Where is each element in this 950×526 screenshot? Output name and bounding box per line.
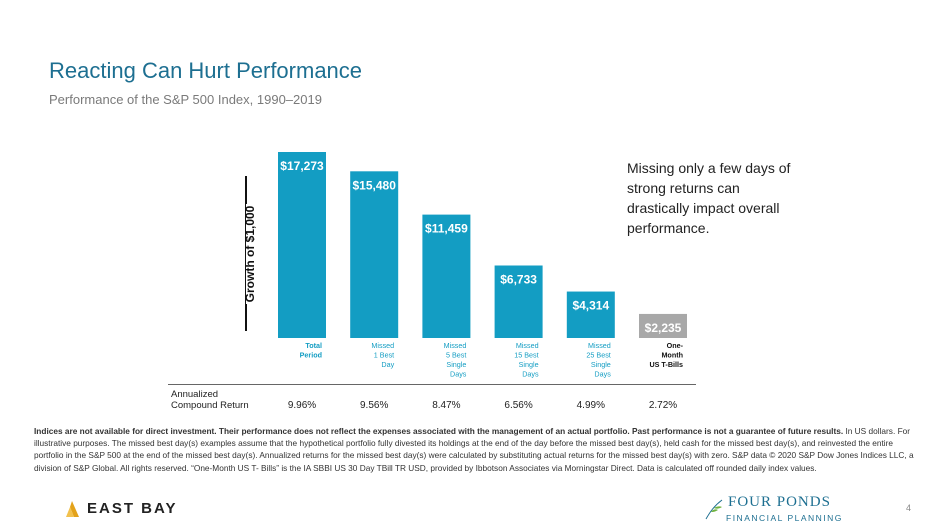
east-bay-logo-text: EAST BAY bbox=[87, 500, 178, 517]
category-label: Days bbox=[522, 370, 539, 379]
bar bbox=[494, 265, 543, 338]
bar-value-label: $17,273 bbox=[280, 159, 324, 173]
annualized-value: 2.72% bbox=[648, 400, 678, 411]
page-number: 4 bbox=[906, 503, 912, 513]
category-label: Missed bbox=[516, 341, 539, 350]
divider-line bbox=[168, 384, 696, 385]
category-label: Single bbox=[446, 360, 466, 369]
category-label: 15 Best bbox=[514, 351, 538, 360]
category-label: 5 Best bbox=[446, 351, 466, 360]
page-subtitle: Performance of the S&P 500 Index, 1990–2… bbox=[49, 92, 322, 107]
bar bbox=[278, 152, 326, 338]
leaf-icon bbox=[705, 499, 723, 520]
category-label: Days bbox=[594, 370, 611, 379]
bar-value-label: $2,235 bbox=[645, 321, 682, 335]
bar-value-label: $4,314 bbox=[572, 299, 609, 313]
bar-value-label: $11,459 bbox=[425, 222, 468, 236]
category-label: One- bbox=[667, 341, 684, 350]
category-label: US T-Bills bbox=[649, 360, 683, 369]
disclaimer-text: In US dollars. For illustrative purposes… bbox=[34, 426, 914, 473]
four-ponds-name: FOUR PONDS bbox=[728, 494, 831, 510]
annualized-return-label: Annualized Compound Return bbox=[171, 389, 249, 411]
category-label: Single bbox=[519, 360, 539, 369]
annualized-value: 4.99% bbox=[576, 400, 605, 411]
bar-value-label: $15,480 bbox=[353, 178, 397, 192]
category-label: Single bbox=[591, 360, 611, 369]
category-label: Day bbox=[381, 360, 394, 369]
page-title: Reacting Can Hurt Performance bbox=[49, 58, 363, 83]
category-label: 25 Best bbox=[586, 351, 610, 360]
east-bay-mark-icon bbox=[66, 500, 79, 517]
bar bbox=[422, 214, 471, 338]
bar-value-label: $6,733 bbox=[500, 272, 537, 286]
y-axis-label-bg bbox=[246, 204, 260, 304]
bar bbox=[639, 313, 687, 338]
category-label: Total bbox=[305, 341, 322, 350]
category-label: Days bbox=[450, 370, 467, 379]
annualized-value: 9.56% bbox=[360, 400, 389, 411]
y-axis-label: Growth of $1,000 bbox=[243, 205, 257, 302]
disclaimer-bold: Indices are not available for direct inv… bbox=[34, 426, 844, 436]
four-ponds-sub: FINANCIAL PLANNING bbox=[726, 513, 843, 523]
east-bay-logo: EAST BAY bbox=[66, 500, 177, 517]
bar bbox=[350, 171, 399, 338]
category-label: Missed bbox=[444, 341, 467, 350]
callout-text: Missing only a few days of strong return… bbox=[627, 160, 791, 236]
annualized-value: 6.56% bbox=[504, 400, 533, 411]
bar bbox=[566, 291, 615, 338]
category-label: Period bbox=[300, 351, 322, 360]
disclaimer: Indices are not available for direct inv… bbox=[34, 425, 914, 474]
annualized-value: 9.96% bbox=[287, 400, 317, 411]
four-ponds-logo: FOUR PONDS FINANCIAL PLANNING bbox=[704, 494, 854, 523]
category-label: 1 Best bbox=[374, 351, 394, 360]
annualized-value: 8.47% bbox=[432, 400, 461, 411]
category-label: Month bbox=[661, 351, 683, 360]
category-label: Missed bbox=[588, 341, 611, 350]
category-label: Missed bbox=[371, 341, 394, 350]
